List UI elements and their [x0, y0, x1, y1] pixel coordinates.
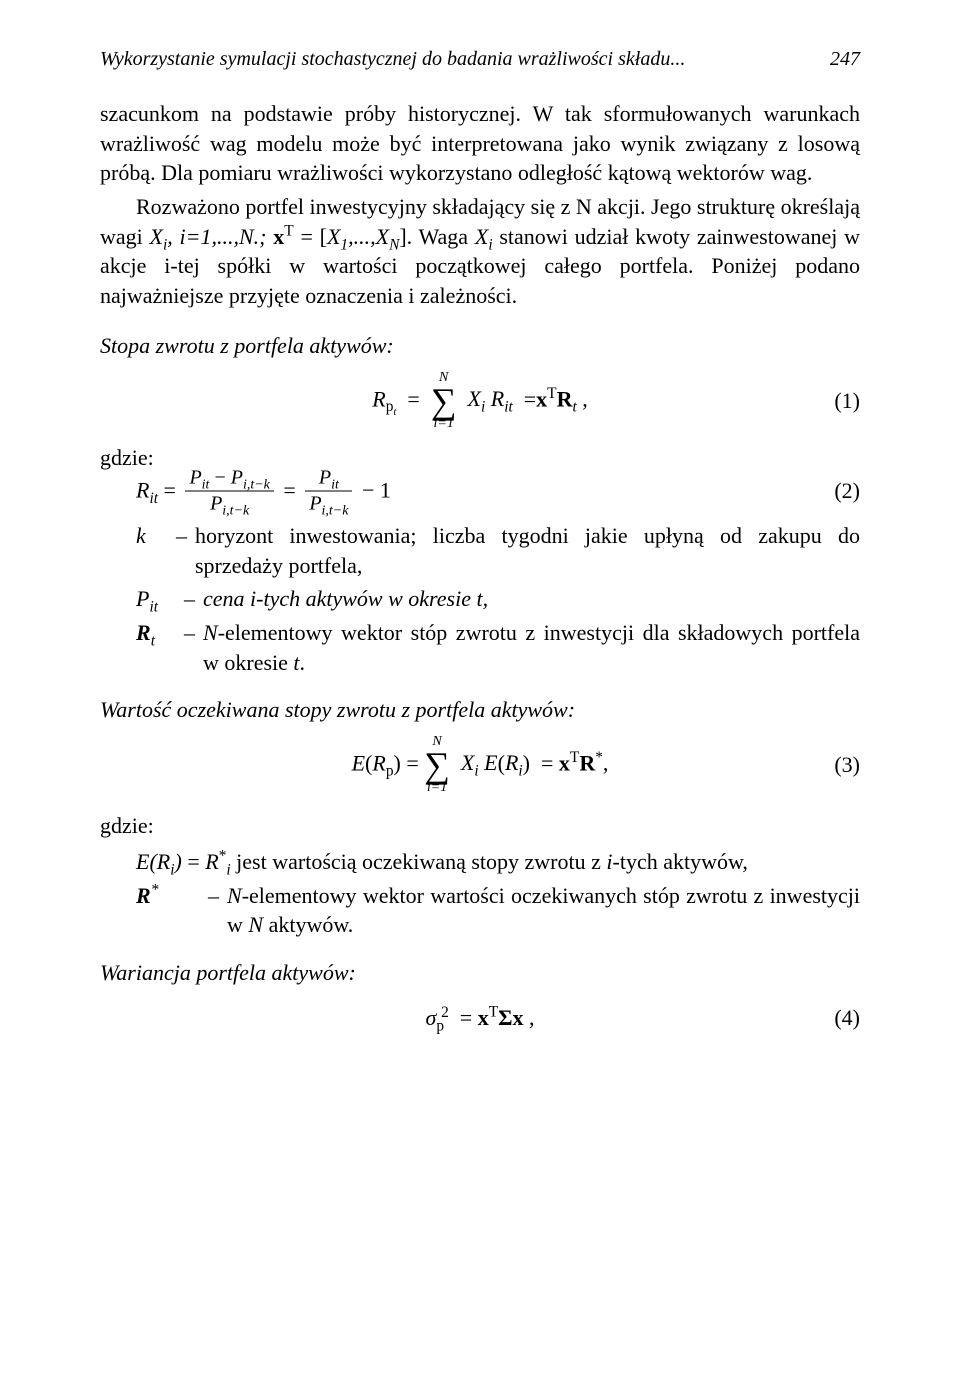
sum-icon: N ∑ i=1	[431, 371, 457, 431]
def-rstar-sym: R*	[100, 881, 208, 940]
running-header: Wykorzystanie symulacji stochastycznej d…	[100, 48, 860, 71]
def-k-sym: k	[100, 521, 176, 580]
equation-2-number: (2)	[834, 478, 860, 504]
paragraph-1: szacunkom na podstawie próby historyczne…	[100, 99, 860, 188]
equation-4-number: (4)	[834, 1005, 860, 1031]
equation-2: gdzie: Rit = Pit − Pi,t−k Pi,t−k = Pit P…	[100, 447, 860, 515]
gdzie-label-2: gdzie:	[100, 811, 860, 841]
dash-icon: –	[184, 618, 203, 677]
def-eri-desc: E(Ri) = R*i jest wartością oczekiwaną st…	[100, 847, 860, 877]
page: Wykorzystanie symulacji stochastycznej d…	[0, 0, 960, 1381]
equation-4: σp2 = xTΣx , (4)	[100, 996, 860, 1040]
running-title: Wykorzystanie symulacji stochastycznej d…	[100, 48, 685, 71]
def-pit-sym: Pit	[100, 584, 184, 614]
sum-icon: N ∑ i=1	[424, 735, 450, 795]
para2-mid2: . Waga	[407, 224, 475, 249]
def-rt-sym: Rt	[100, 618, 184, 677]
equation-1: Rpt = N ∑ i=1 Xi Rit =xTRt , (1)	[100, 369, 860, 433]
def-rt: Rt – N-elementowy wektor stóp zwrotu z i…	[100, 618, 860, 677]
equation-2-body: Rit = Pit − Pi,t−k Pi,t−k = Pit Pi,t−k −…	[136, 467, 391, 514]
equation-1-number: (1)	[834, 388, 860, 414]
para2-mid: , i=1,...,N.;	[167, 224, 273, 249]
definitions-list-2: E(Ri) = R*i jest wartością oczekiwaną st…	[100, 847, 860, 940]
equation-1-body: Rpt = N ∑ i=1 Xi Rit =xTRt ,	[372, 371, 588, 431]
def-k: k – horyzont inwestowania; liczba tygodn…	[100, 521, 860, 580]
dash-icon: –	[184, 584, 203, 614]
dash-icon: –	[208, 881, 227, 940]
math-xT: xT = [X1,...,XN]	[273, 224, 406, 249]
page-number: 247	[830, 48, 860, 71]
def-pit-desc: cena i-tych aktywów w okresie t,	[203, 584, 860, 614]
equation-3: E(Rp) = N ∑ i=1 Xi E(Ri) = xTR*, (3)	[100, 733, 860, 797]
definitions-list-1: k – horyzont inwestowania; liczba tygodn…	[100, 521, 860, 677]
def-eri: E(Ri) = R*i jest wartością oczekiwaną st…	[100, 847, 860, 877]
def-rt-desc: N-elementowy wektor stóp zwrotu z inwest…	[203, 618, 860, 677]
def-k-desc: horyzont inwestowania; liczba tygodni ja…	[195, 521, 860, 580]
para1-part1: szacunkom na podstawie próby historyczne…	[100, 101, 860, 185]
paragraph-2: Rozważono portfel inwestycyjny składając…	[100, 192, 860, 311]
section-heading-1: Stopa zwrotu z portfela aktywów:	[100, 333, 860, 359]
def-rstar: R* – N-elementowy wektor wartości oczeki…	[100, 881, 860, 940]
def-rstar-desc: N-elementowy wektor wartości oczekiwanyc…	[227, 881, 860, 940]
section-heading-2: Wartość oczekiwana stopy zwrotu z portfe…	[100, 697, 860, 723]
dash-icon: –	[176, 521, 195, 580]
math-xi: Xi	[150, 224, 168, 249]
section-heading-3: Wariancja portfela aktywów:	[100, 960, 860, 986]
math-xi2: Xi	[475, 224, 493, 249]
def-pit: Pit – cena i-tych aktywów w okresie t,	[100, 584, 860, 614]
equation-4-body: σp2 = xTΣx ,	[426, 1005, 535, 1031]
equation-3-number: (3)	[834, 752, 860, 778]
equation-3-body: E(Rp) = N ∑ i=1 Xi E(Ri) = xTR*,	[352, 735, 609, 795]
